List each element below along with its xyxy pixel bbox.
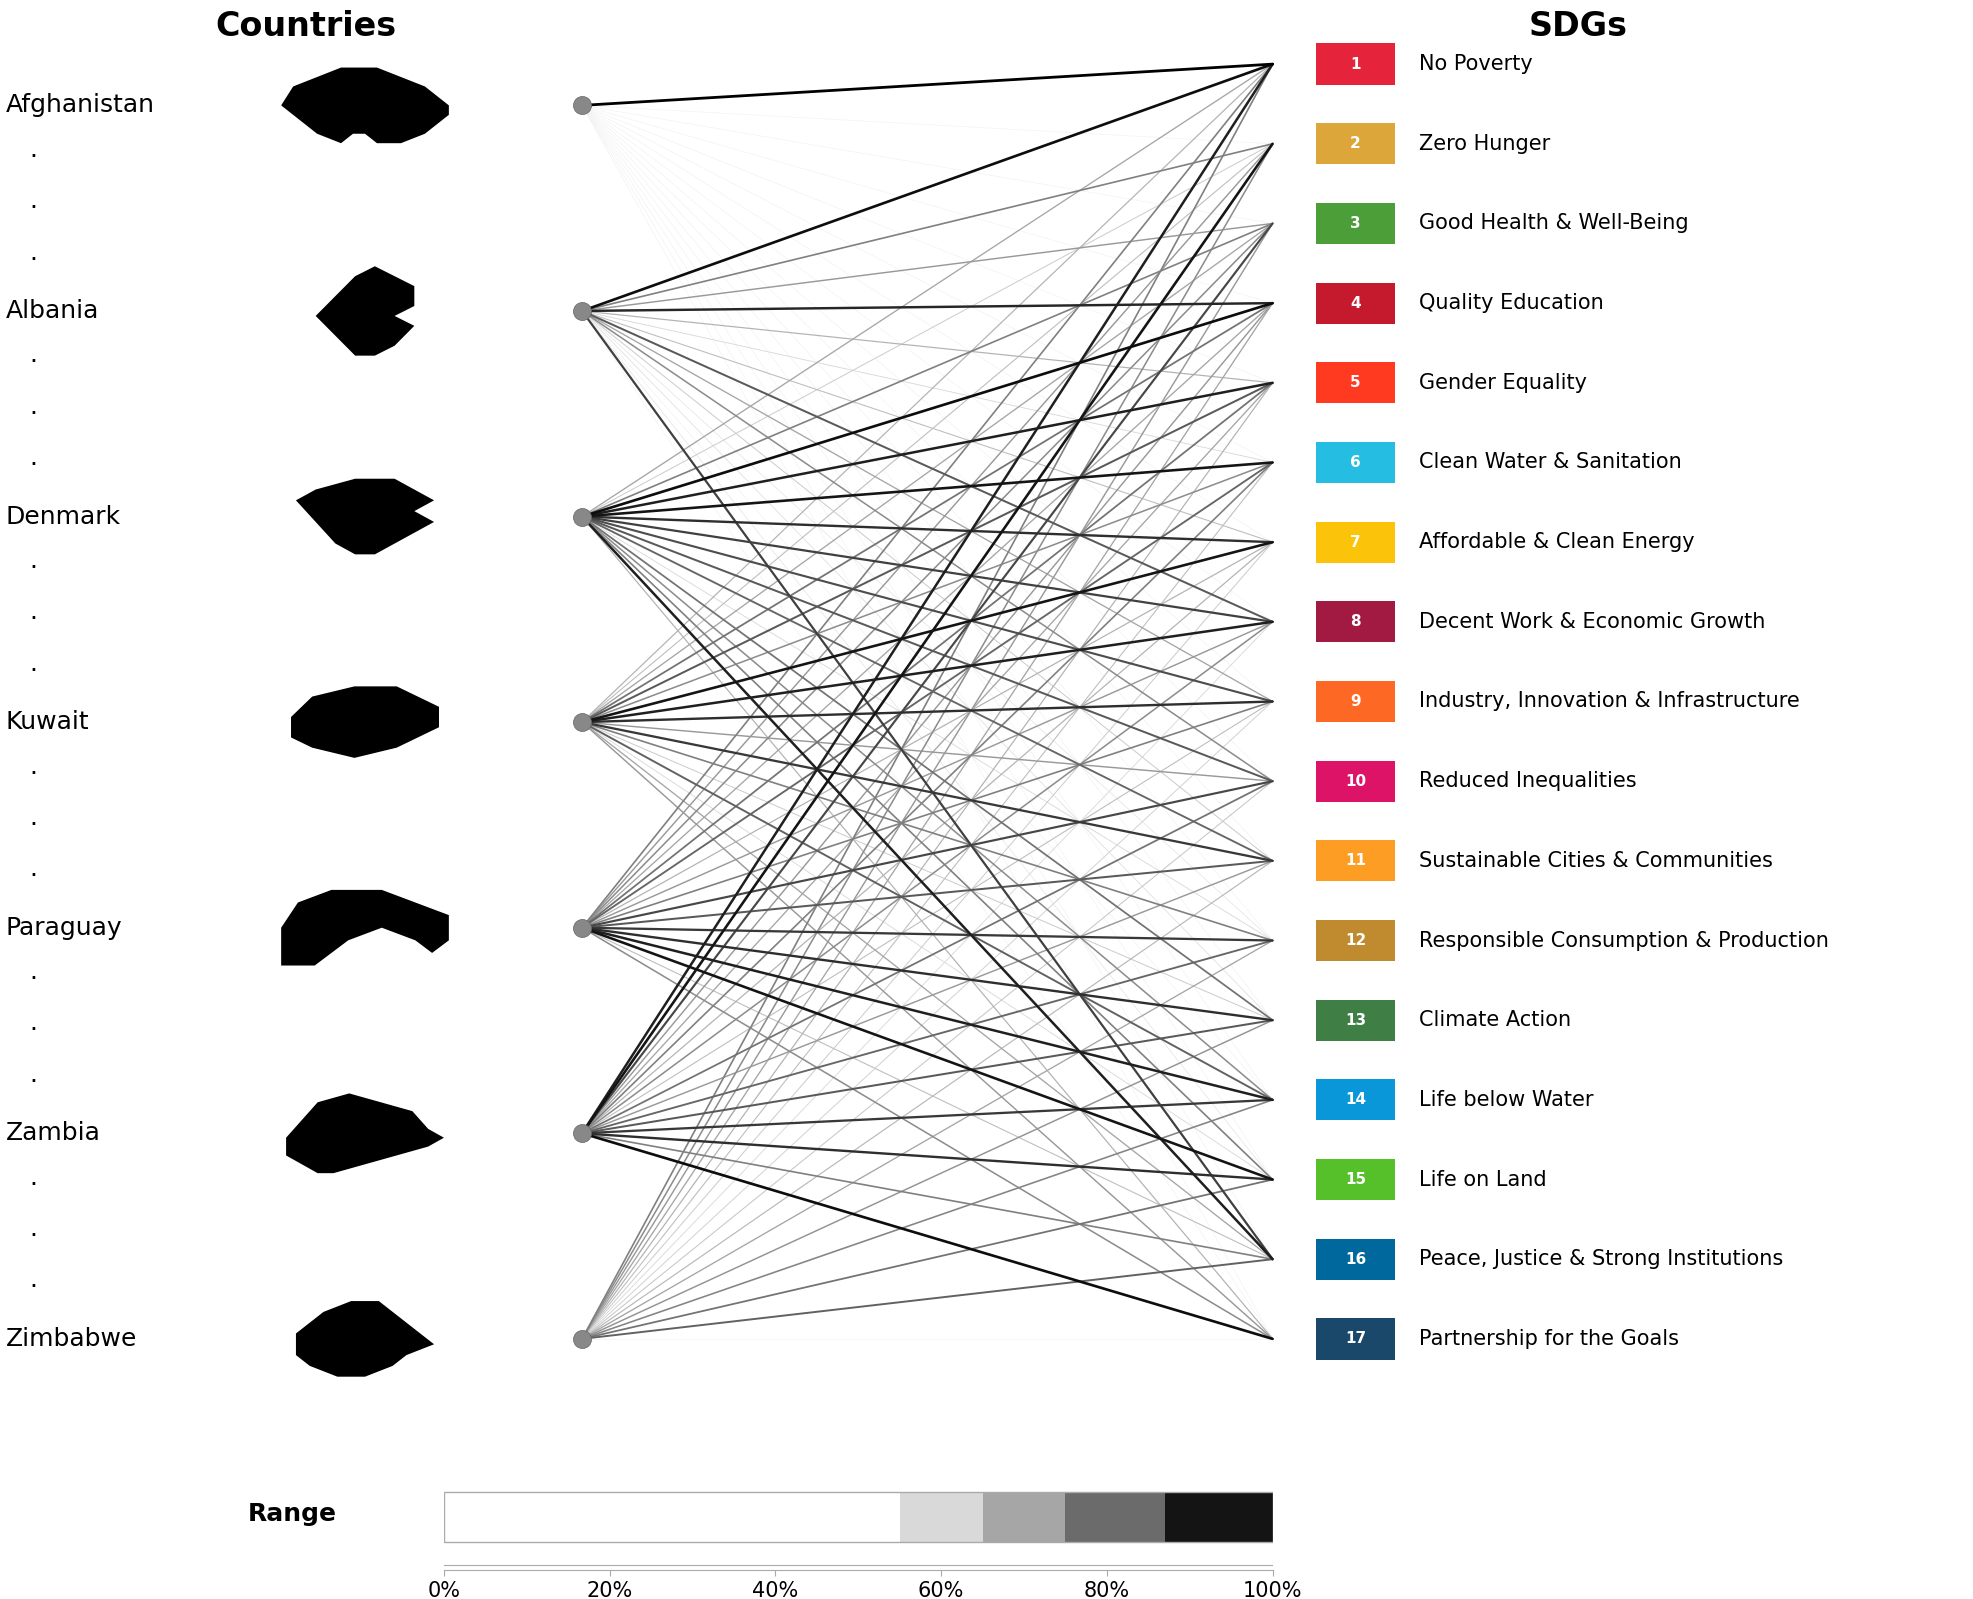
Text: 17: 17 <box>1346 1332 1365 1346</box>
Bar <box>983 1492 1065 1541</box>
Text: 4: 4 <box>1350 296 1361 310</box>
Bar <box>444 1492 900 1541</box>
Text: 1: 1 <box>1350 56 1361 72</box>
Text: ·: · <box>30 401 37 425</box>
FancyBboxPatch shape <box>1316 1079 1395 1121</box>
Bar <box>1164 1492 1273 1541</box>
Polygon shape <box>280 67 450 144</box>
Text: ·: · <box>30 1172 37 1196</box>
FancyBboxPatch shape <box>1316 1239 1395 1279</box>
Text: No Poverty: No Poverty <box>1419 54 1533 74</box>
Text: 9: 9 <box>1350 694 1361 708</box>
Text: ·: · <box>30 453 37 477</box>
Text: ·: · <box>30 608 37 632</box>
Text: Responsible Consumption & Production: Responsible Consumption & Production <box>1419 931 1829 950</box>
Text: Clean Water & Sanitation: Clean Water & Sanitation <box>1419 453 1681 472</box>
FancyBboxPatch shape <box>1316 919 1395 961</box>
Polygon shape <box>316 267 414 355</box>
FancyBboxPatch shape <box>1316 43 1395 85</box>
Text: Paraguay: Paraguay <box>6 916 122 940</box>
Text: ·: · <box>30 350 37 374</box>
Text: 14: 14 <box>1346 1092 1365 1108</box>
Text: 6: 6 <box>1350 456 1361 470</box>
Text: ·: · <box>30 197 37 221</box>
Polygon shape <box>280 891 450 966</box>
Text: ·: · <box>30 865 37 889</box>
FancyBboxPatch shape <box>1316 1318 1395 1359</box>
FancyBboxPatch shape <box>1316 441 1395 483</box>
Text: ·: · <box>30 1019 37 1043</box>
Text: 11: 11 <box>1346 854 1365 868</box>
FancyBboxPatch shape <box>1316 1159 1395 1201</box>
Text: ·: · <box>30 659 37 683</box>
Text: Life below Water: Life below Water <box>1419 1091 1592 1110</box>
FancyBboxPatch shape <box>1316 681 1395 723</box>
Text: ·: · <box>30 248 37 272</box>
Text: 5: 5 <box>1350 376 1361 390</box>
FancyBboxPatch shape <box>1316 761 1395 801</box>
Text: 2: 2 <box>1350 136 1361 152</box>
Text: ·: · <box>30 146 37 169</box>
Text: Affordable & Clean Energy: Affordable & Clean Energy <box>1419 532 1695 552</box>
Text: Denmark: Denmark <box>6 505 120 529</box>
Text: Partnership for the Goals: Partnership for the Goals <box>1419 1329 1679 1350</box>
FancyBboxPatch shape <box>1316 601 1395 643</box>
Text: 7: 7 <box>1350 534 1361 550</box>
Text: 13: 13 <box>1346 1012 1365 1028</box>
Text: Good Health & Well-Being: Good Health & Well-Being <box>1419 213 1689 233</box>
Text: 16: 16 <box>1346 1252 1365 1266</box>
Text: ·: · <box>30 761 37 785</box>
Text: Life on Land: Life on Land <box>1419 1169 1547 1190</box>
FancyBboxPatch shape <box>1316 363 1395 403</box>
Text: ·: · <box>30 1276 37 1300</box>
Text: Sustainable Cities & Communities: Sustainable Cities & Communities <box>1419 851 1772 871</box>
Text: Zambia: Zambia <box>6 1121 101 1145</box>
FancyBboxPatch shape <box>1316 999 1395 1041</box>
Bar <box>1065 1492 1164 1541</box>
Text: 10: 10 <box>1346 774 1365 788</box>
Text: Industry, Innovation & Infrastructure: Industry, Innovation & Infrastructure <box>1419 691 1799 712</box>
Text: SDGs: SDGs <box>1529 11 1628 43</box>
Text: Quality Education: Quality Education <box>1419 293 1604 313</box>
FancyBboxPatch shape <box>1316 521 1395 563</box>
Text: Reduced Inequalities: Reduced Inequalities <box>1419 771 1636 792</box>
Text: Afghanistan: Afghanistan <box>6 93 156 117</box>
Text: Kuwait: Kuwait <box>6 710 89 734</box>
Text: Peace, Justice & Strong Institutions: Peace, Justice & Strong Institutions <box>1419 1249 1784 1270</box>
Text: 12: 12 <box>1346 932 1365 948</box>
Text: ·: · <box>30 1225 37 1249</box>
Text: ·: · <box>30 1070 37 1094</box>
FancyBboxPatch shape <box>1316 203 1395 245</box>
Text: Climate Action: Climate Action <box>1419 1011 1571 1030</box>
Text: Countries: Countries <box>215 11 397 43</box>
FancyBboxPatch shape <box>1316 283 1395 323</box>
Text: ·: · <box>30 967 37 991</box>
Text: Albania: Albania <box>6 299 99 323</box>
Polygon shape <box>292 686 438 758</box>
Bar <box>444 1492 1273 1541</box>
Text: Range: Range <box>247 1501 337 1527</box>
Polygon shape <box>296 1302 434 1377</box>
Text: ·: · <box>30 812 37 836</box>
Text: 15: 15 <box>1346 1172 1365 1186</box>
Text: 8: 8 <box>1350 614 1361 630</box>
Polygon shape <box>296 478 434 555</box>
Text: Zero Hunger: Zero Hunger <box>1419 134 1551 154</box>
Polygon shape <box>286 1094 444 1174</box>
FancyBboxPatch shape <box>1316 839 1395 881</box>
Text: Gender Equality: Gender Equality <box>1419 373 1586 393</box>
Text: ·: · <box>30 556 37 580</box>
Text: Decent Work & Economic Growth: Decent Work & Economic Growth <box>1419 612 1766 632</box>
Bar <box>900 1492 983 1541</box>
Text: 3: 3 <box>1350 216 1361 230</box>
FancyBboxPatch shape <box>1316 123 1395 165</box>
Text: Zimbabwe: Zimbabwe <box>6 1327 138 1351</box>
